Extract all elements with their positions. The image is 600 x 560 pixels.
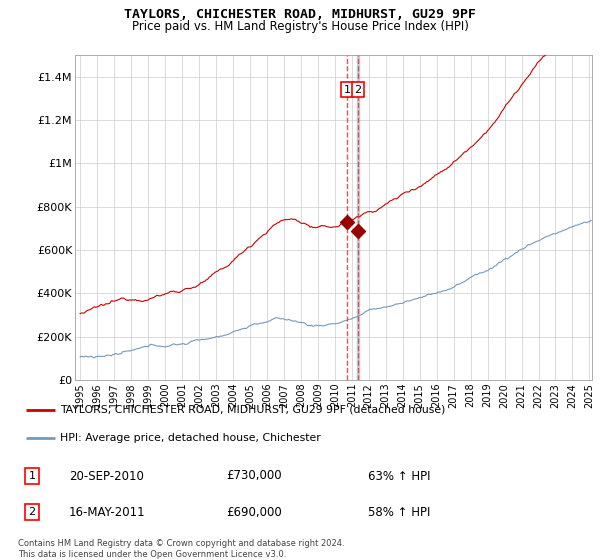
Text: £690,000: £690,000 <box>227 506 283 519</box>
Text: 63% ↑ HPI: 63% ↑ HPI <box>368 469 430 483</box>
Text: TAYLORS, CHICHESTER ROAD, MIDHURST, GU29 9PF (detached house): TAYLORS, CHICHESTER ROAD, MIDHURST, GU29… <box>60 405 446 415</box>
Text: Contains HM Land Registry data © Crown copyright and database right 2024.
This d: Contains HM Land Registry data © Crown c… <box>18 539 344 559</box>
Text: 2: 2 <box>355 85 362 95</box>
Text: TAYLORS, CHICHESTER ROAD, MIDHURST, GU29 9PF: TAYLORS, CHICHESTER ROAD, MIDHURST, GU29… <box>124 8 476 21</box>
Text: 2: 2 <box>29 507 35 517</box>
Text: £730,000: £730,000 <box>227 469 283 483</box>
Text: HPI: Average price, detached house, Chichester: HPI: Average price, detached house, Chic… <box>60 433 321 444</box>
Text: 20-SEP-2010: 20-SEP-2010 <box>69 469 143 483</box>
Text: 16-MAY-2011: 16-MAY-2011 <box>69 506 145 519</box>
Text: 58% ↑ HPI: 58% ↑ HPI <box>368 506 430 519</box>
Text: 1: 1 <box>29 471 35 481</box>
Text: 1: 1 <box>343 85 350 95</box>
Text: Price paid vs. HM Land Registry's House Price Index (HPI): Price paid vs. HM Land Registry's House … <box>131 20 469 33</box>
